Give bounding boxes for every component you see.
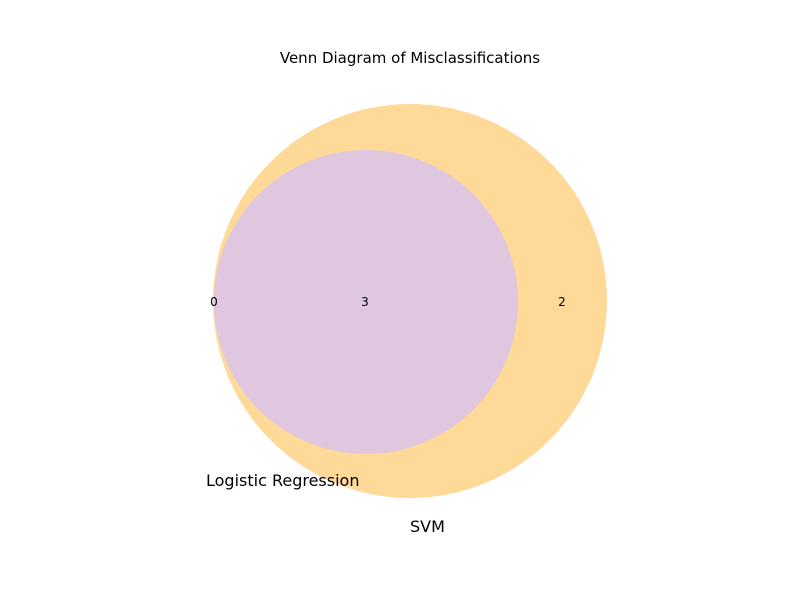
region-count-svm-only: 2 — [558, 295, 566, 309]
logistic-regression-circle — [214, 150, 518, 454]
set-label-logistic-regression: Logistic Regression — [206, 471, 359, 490]
region-count-intersection: 3 — [361, 295, 369, 309]
region-count-logistic-regression-only: 0 — [210, 295, 218, 309]
diagram-title: Venn Diagram of Misclassifications — [280, 49, 540, 67]
set-label-svm: SVM — [410, 517, 445, 536]
